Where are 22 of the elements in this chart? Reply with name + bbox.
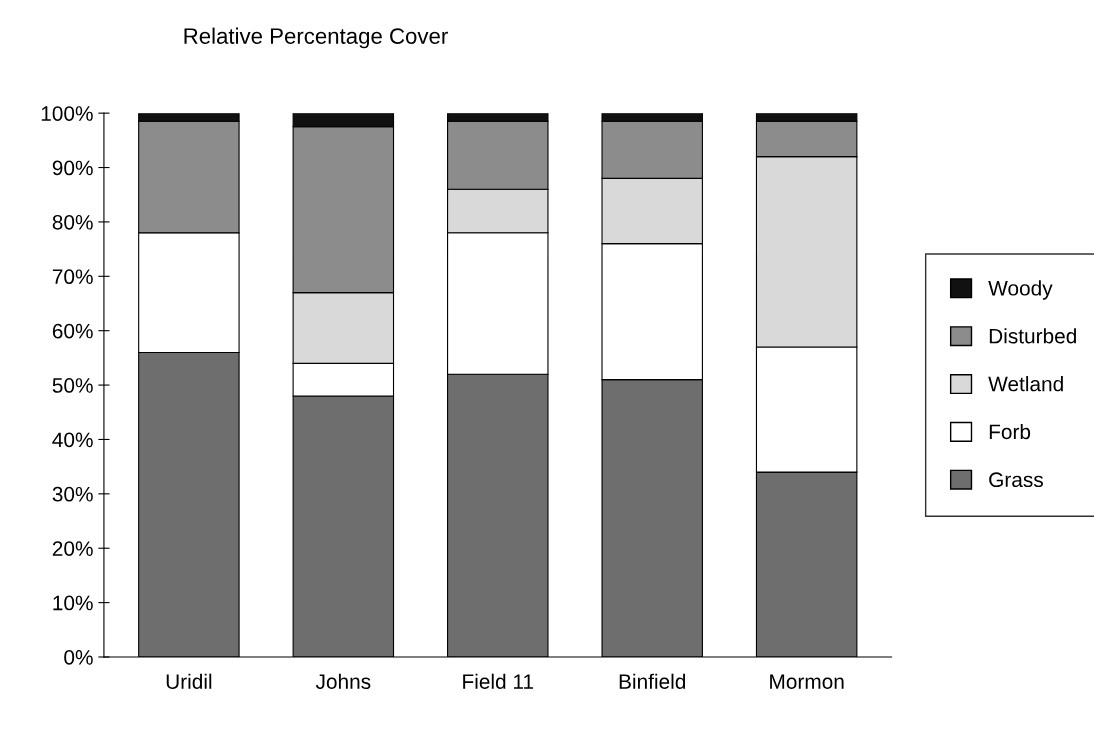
- legend-label: Forb: [989, 423, 1031, 440]
- y-tick-label: 80%: [52, 214, 93, 230]
- x-tick-label: Uridil: [166, 673, 212, 689]
- x-tick-label: Johns: [315, 673, 371, 689]
- x-tick-label: Field 11: [463, 673, 534, 689]
- y-tick-label: 20%: [52, 541, 93, 556]
- y-tick-label: 40%: [52, 432, 93, 448]
- legend-label: Wetland: [988, 376, 1063, 392]
- y-tick-label: 10%: [53, 595, 93, 611]
- legend-label: Woody: [988, 280, 1053, 300]
- legend-label: Disturbed: [989, 328, 1076, 344]
- y-tick-label: 30%: [52, 486, 93, 502]
- y-tick-label: 90%: [52, 160, 93, 176]
- x-tick-label: Binfield: [619, 673, 686, 689]
- y-tick-label: 70%: [52, 269, 93, 285]
- y-tick-label: 60%: [52, 323, 93, 339]
- chart-title: Relative Percentage Cover: [184, 27, 448, 49]
- y-tick-label: 0%: [64, 650, 93, 665]
- y-tick-label: 50%: [52, 378, 93, 393]
- y-tick-label: 100%: [41, 106, 93, 121]
- x-tick-label: Mormon: [770, 674, 844, 689]
- legend-label: Grass: [989, 472, 1043, 488]
